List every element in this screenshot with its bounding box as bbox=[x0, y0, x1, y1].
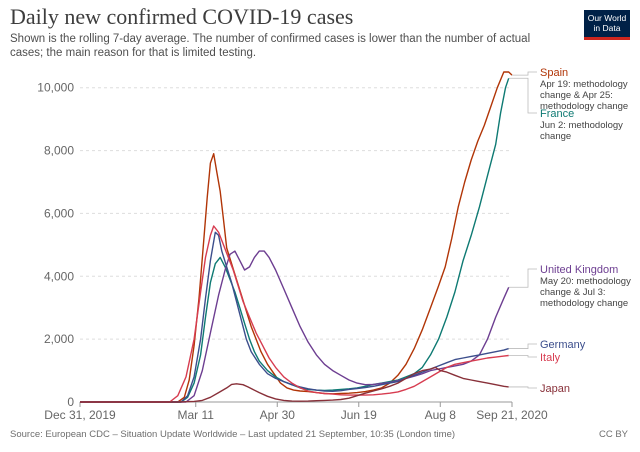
x-tick-label: Sep 21, 2020 bbox=[476, 408, 548, 422]
chart-subtitle: Shown is the rolling 7-day average. The … bbox=[10, 33, 531, 59]
legend-note-united-kingdom: change & Jul 3: bbox=[540, 287, 606, 298]
legend-label-france: France bbox=[540, 108, 574, 120]
legend-label-italy: Italy bbox=[540, 352, 561, 364]
legend-label-japan: Japan bbox=[540, 383, 570, 395]
series-line-japan bbox=[80, 366, 509, 403]
x-tick-label: Dec 31, 2019 bbox=[44, 408, 116, 422]
legend-connector-japan bbox=[508, 386, 537, 389]
y-tick-label: 8,000 bbox=[44, 144, 74, 158]
y-tick-label: 0 bbox=[67, 395, 74, 409]
license-link[interactable]: CC BY bbox=[598, 429, 628, 440]
legend-connector-spain bbox=[512, 71, 537, 76]
series-line-germany bbox=[80, 231, 509, 403]
legend-connector-france bbox=[508, 77, 537, 114]
legend-connector-united-kingdom bbox=[508, 268, 537, 288]
logo-line-1: Our World bbox=[587, 13, 627, 23]
legend-note-spain: methodology change bbox=[540, 101, 628, 112]
logo-line-2: in Data bbox=[593, 23, 621, 33]
legend-note-france: Jun 2: methodology bbox=[540, 120, 623, 131]
x-tick-label: Aug 8 bbox=[425, 408, 457, 422]
legend-note-france: change bbox=[540, 131, 571, 142]
y-tick-label: 2,000 bbox=[44, 332, 74, 346]
legend-connector-italy bbox=[508, 355, 537, 358]
grid-layer bbox=[80, 87, 512, 340]
series-line-italy bbox=[80, 225, 509, 403]
series-line-france bbox=[80, 78, 510, 403]
legend-label-spain: Spain bbox=[540, 67, 568, 79]
y-tick-label: 4,000 bbox=[44, 269, 74, 283]
legend-note-spain: Apr 19: methodology bbox=[540, 79, 628, 90]
y-tick-label: 10,000 bbox=[37, 81, 74, 95]
x-tick-label: Mar 11 bbox=[178, 408, 215, 422]
series-layer bbox=[80, 71, 513, 403]
y-tick-label: 6,000 bbox=[44, 206, 74, 220]
legend-connector-germany bbox=[508, 343, 537, 349]
axis-layer: 0 2,000 4,000 6,000 8,000 10,000 Dec 31, 2019 M… bbox=[37, 81, 548, 422]
legend-label-germany: Germany bbox=[540, 339, 586, 351]
x-tick-label: Jun 19 bbox=[341, 408, 377, 422]
source-note: Source: European CDC – Situation Update … bbox=[10, 429, 456, 440]
chart-title: Daily new confirmed COVID-19 cases bbox=[10, 4, 354, 29]
x-tick-label: Apr 30 bbox=[260, 408, 296, 422]
legend-note-united-kingdom: methodology change bbox=[540, 298, 628, 309]
series-line-spain bbox=[80, 71, 513, 403]
legend-note-spain: change & Apr 25: bbox=[540, 90, 613, 101]
legend-note-united-kingdom: May 20: methodology bbox=[540, 276, 631, 287]
series-line-united-kingdom bbox=[80, 250, 510, 403]
legend-label-united-kingdom: United Kingdom bbox=[540, 264, 618, 276]
owid-logo[interactable]: Our World in Data bbox=[584, 10, 630, 40]
